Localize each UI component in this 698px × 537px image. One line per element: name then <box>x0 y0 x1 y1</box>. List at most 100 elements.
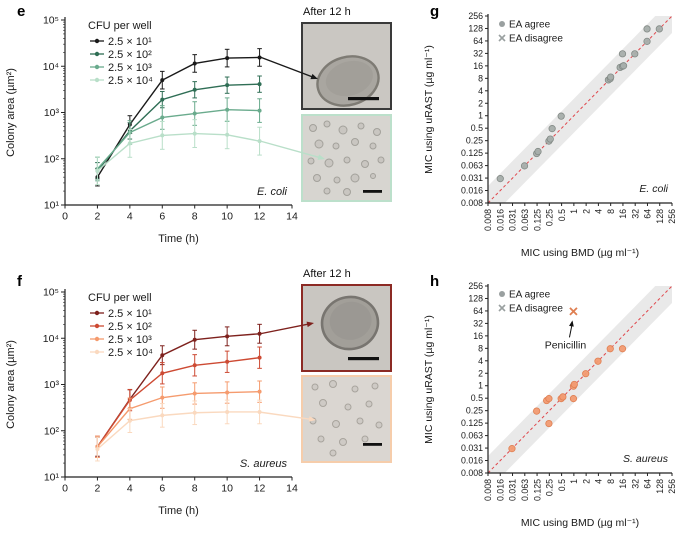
svg-text:10¹: 10¹ <box>44 200 60 212</box>
svg-text:4: 4 <box>127 211 133 223</box>
svg-text:0.25: 0.25 <box>545 479 555 496</box>
svg-text:0.016: 0.016 <box>495 209 505 231</box>
svg-text:8: 8 <box>192 483 198 495</box>
ecoli-growth-chart: 0 2 4 6 8 10 12 14 10¹ 10² 10³ 10⁴ 10⁵ Time (h) Colony… <box>0 0 300 265</box>
svg-text:0.125: 0.125 <box>532 209 542 231</box>
panel-letter-h: h <box>430 273 440 290</box>
svg-text:4: 4 <box>594 209 604 214</box>
svg-text:64: 64 <box>643 209 653 219</box>
svg-text:8: 8 <box>478 73 483 83</box>
legend: EA agree EA disagree <box>498 20 563 45</box>
svg-text:2.5 × 10¹: 2.5 × 10¹ <box>108 36 152 48</box>
ecoli-mic-scatter-svg: 0.0080.0080.0160.0160.0310.0310.0630.063… <box>423 11 677 259</box>
species-label: S. aureus <box>240 458 288 470</box>
svg-text:2: 2 <box>581 209 591 214</box>
svg-text:10⁴: 10⁴ <box>43 61 59 73</box>
svg-text:256: 256 <box>667 209 677 224</box>
svg-text:0: 0 <box>62 211 68 223</box>
micrograph-background <box>303 377 390 461</box>
agreement-band <box>488 16 672 203</box>
svg-text:1: 1 <box>569 209 579 214</box>
svg-text:10²: 10² <box>44 153 60 165</box>
panel-letter-e: e <box>17 3 26 20</box>
saureus-cells-micrograph <box>303 377 390 461</box>
legend-title: CFU per well <box>88 20 152 32</box>
x-axis-label: Time (h) <box>158 233 199 245</box>
x-axis-label: MIC using BMD (µg ml⁻¹) <box>521 517 639 529</box>
svg-text:0.5: 0.5 <box>471 393 483 403</box>
svg-text:0.063: 0.063 <box>520 209 530 231</box>
svg-text:2.5 × 10³: 2.5 × 10³ <box>108 334 152 346</box>
svg-text:256: 256 <box>667 479 677 494</box>
svg-text:64: 64 <box>473 36 483 46</box>
svg-text:1: 1 <box>569 479 579 484</box>
series-3 <box>95 399 262 462</box>
colony-blob-texture <box>329 301 372 340</box>
svg-text:0.5: 0.5 <box>471 123 483 133</box>
scale-bar <box>363 190 382 193</box>
svg-text:10²: 10² <box>44 425 60 437</box>
svg-text:0.008: 0.008 <box>461 198 483 208</box>
species-label: E. coli <box>639 183 668 195</box>
saureus-cells-image <box>301 375 392 463</box>
svg-text:EA agree: EA agree <box>509 20 551 31</box>
svg-text:4: 4 <box>127 483 133 495</box>
svg-text:32: 32 <box>630 209 640 219</box>
series-2 <box>95 380 262 458</box>
svg-text:4: 4 <box>478 356 483 366</box>
svg-text:2: 2 <box>478 368 483 378</box>
svg-text:64: 64 <box>643 479 653 489</box>
ecoli-colony-image <box>301 22 392 110</box>
svg-text:12: 12 <box>254 483 266 495</box>
svg-text:8: 8 <box>606 479 616 484</box>
svg-text:10¹: 10¹ <box>44 472 60 484</box>
svg-text:4: 4 <box>478 86 483 96</box>
svg-text:0.031: 0.031 <box>461 173 483 183</box>
svg-text:32: 32 <box>473 318 483 328</box>
svg-text:0.016: 0.016 <box>461 456 483 466</box>
svg-text:10⁵: 10⁵ <box>43 287 59 299</box>
svg-text:10: 10 <box>221 483 233 495</box>
svg-text:0.5: 0.5 <box>557 209 567 221</box>
svg-text:10⁵: 10⁵ <box>43 15 59 27</box>
svg-text:2: 2 <box>95 211 101 223</box>
y-axis-label: Colony area (µm²) <box>5 68 17 157</box>
svg-text:0.031: 0.031 <box>508 209 518 231</box>
svg-text:0.25: 0.25 <box>545 209 555 226</box>
inset-title-e: After 12 h <box>303 6 351 18</box>
svg-text:10⁴: 10⁴ <box>43 333 59 345</box>
svg-text:32: 32 <box>630 479 640 489</box>
svg-text:0.5: 0.5 <box>557 479 567 491</box>
y-axis-label: MIC using uRAST (µg ml⁻¹) <box>423 315 435 444</box>
svg-text:1: 1 <box>478 111 483 121</box>
species-label: E. coli <box>257 186 288 198</box>
svg-text:10³: 10³ <box>44 107 60 119</box>
scale-bar <box>348 357 379 361</box>
saureus-mic-scatter: 0.008 0.008 0.016 0.016 0.031 0.031 0.063 0.063… <box>420 270 698 537</box>
svg-text:EA disagree: EA disagree <box>509 304 563 315</box>
colony-blob-texture <box>325 60 373 97</box>
svg-text:256: 256 <box>468 11 483 21</box>
svg-text:0.125: 0.125 <box>461 418 483 428</box>
series-1 <box>95 346 262 458</box>
svg-text:0.063: 0.063 <box>520 479 530 501</box>
svg-text:EA agree: EA agree <box>509 290 551 301</box>
svg-text:0.016: 0.016 <box>461 186 483 196</box>
svg-text:0.016: 0.016 <box>495 479 505 501</box>
ecoli-colony-micrograph <box>303 24 390 108</box>
y-axis-label: Colony area (µm²) <box>5 340 17 429</box>
svg-text:0.125: 0.125 <box>461 148 483 158</box>
svg-text:0.008: 0.008 <box>483 479 493 501</box>
svg-text:128: 128 <box>468 23 483 33</box>
svg-text:0.125: 0.125 <box>532 479 542 501</box>
svg-text:2: 2 <box>581 479 591 484</box>
svg-text:8: 8 <box>606 209 616 214</box>
agreement-band <box>488 286 672 473</box>
ecoli-cells-image <box>301 114 392 202</box>
svg-text:8: 8 <box>478 343 483 353</box>
svg-text:12: 12 <box>254 211 266 223</box>
series-1 <box>95 75 262 180</box>
svg-text:0.25: 0.25 <box>466 406 483 416</box>
